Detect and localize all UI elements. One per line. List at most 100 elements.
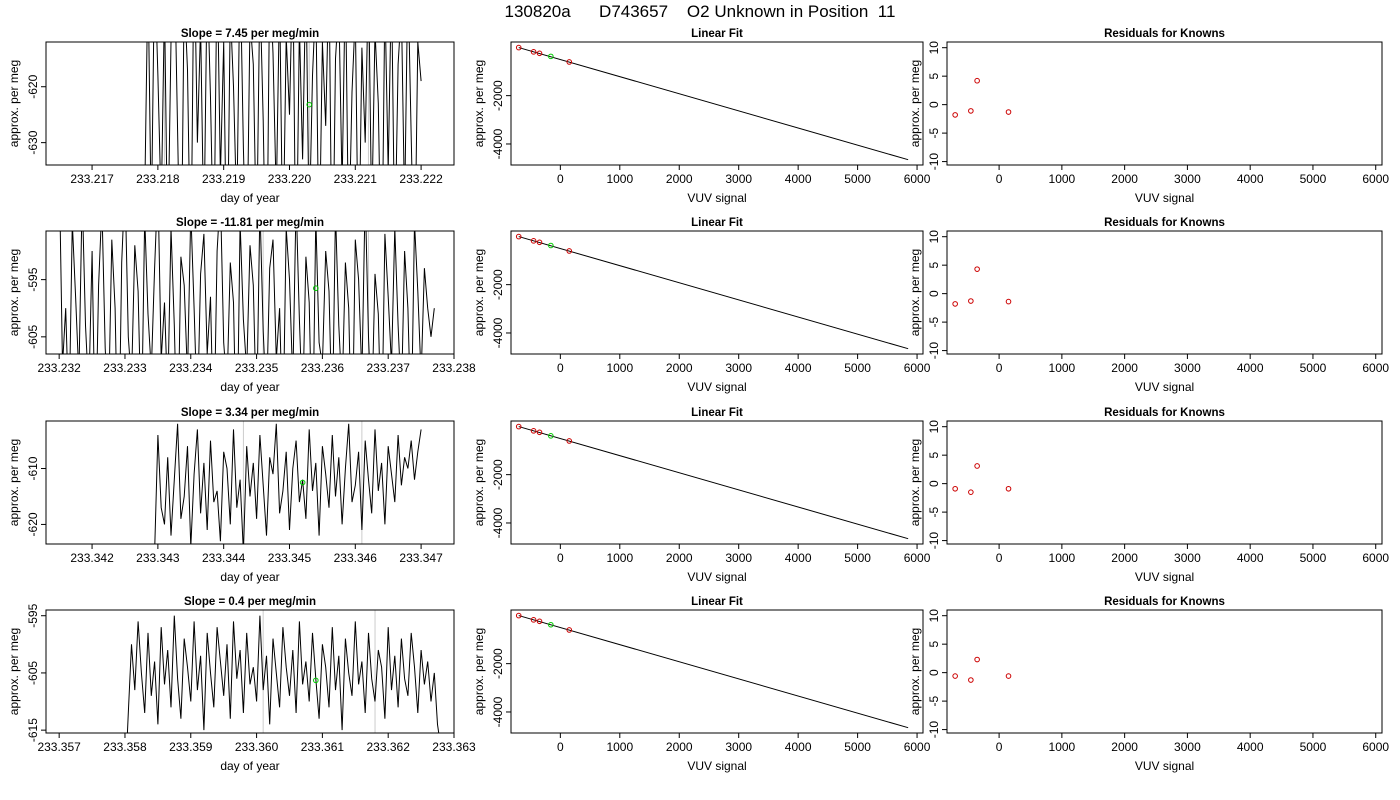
x-tick-label: 4000 (785, 361, 812, 375)
panel-title: Residuals for Knowns (1104, 596, 1225, 608)
x-tick-label: 5000 (844, 361, 871, 375)
x-tick-label: 5000 (844, 172, 871, 186)
x-tick-label: 233.343 (136, 551, 180, 565)
y-tick-label: 5 (927, 641, 941, 648)
fit-line (518, 47, 909, 161)
x-tick-label: 233.361 (301, 740, 345, 754)
x-tick-label: 233.219 (202, 172, 246, 186)
y-tick-label: -595 (26, 267, 40, 291)
y-tick-label: -10 (927, 153, 941, 171)
known-point (1005, 298, 1012, 305)
known-point (530, 617, 537, 623)
y-tick-label: -10 (927, 342, 941, 360)
known-point (530, 238, 537, 244)
x-tick-label: 6000 (1362, 361, 1389, 375)
series-line (59, 231, 435, 354)
known-point (536, 239, 543, 246)
x-tick-label: 3000 (725, 740, 752, 754)
x-tick-label: 233.222 (399, 172, 443, 186)
y-tick-label: -2000 (491, 80, 505, 111)
fit-line (518, 236, 909, 350)
x-tick-label: 0 (557, 361, 564, 375)
y-tick-label: 0 (927, 290, 941, 297)
known-point (515, 233, 522, 240)
y-axis-label: approx. per meg (908, 249, 922, 336)
panel-title: Residuals for Knowns (1104, 28, 1225, 40)
x-tick-label: 2000 (1111, 740, 1138, 754)
x-tick-label: 3000 (1174, 740, 1201, 754)
x-tick-label: 2000 (666, 740, 693, 754)
x-tick-label: 6000 (1362, 172, 1389, 186)
y-axis-label: approx. per meg (7, 60, 21, 147)
plot-frame (45, 609, 455, 734)
y-tick-label: -605 (26, 325, 40, 349)
plot-frame (510, 420, 924, 545)
x-tick-label: 4000 (785, 551, 812, 565)
panel-title: Residuals for Knowns (1104, 217, 1225, 229)
x-tick-label: 233.357 (37, 740, 81, 754)
y-tick-label: 10 (927, 609, 941, 623)
x-tick-label: 5000 (844, 551, 871, 565)
y-tick-label: -615 (26, 718, 40, 742)
x-tick-label: 5000 (1300, 740, 1327, 754)
y-axis-label: approx. per meg (7, 249, 21, 336)
y-tick-label: -10 (927, 532, 941, 550)
panel-ts1: Slope = 7.45 per meg/min 233.217 233.218 23… (7, 28, 455, 205)
panel-title: Residuals for Knowns (1104, 407, 1225, 419)
known-point (566, 59, 573, 65)
y-axis-label: approx. per meg (908, 439, 922, 526)
x-tick-label: 0 (557, 172, 564, 186)
x-tick-label: 2000 (1111, 551, 1138, 565)
x-axis-label: day of year (220, 759, 279, 773)
x-tick-label: 233.232 (37, 361, 81, 375)
x-tick-label: 3000 (725, 361, 752, 375)
known-point (1005, 109, 1012, 115)
x-axis-label: day of year (220, 570, 279, 584)
x-axis-label: day of year (220, 191, 279, 205)
x-axis-label: VUV signal (687, 191, 746, 205)
known-point (566, 248, 573, 254)
x-axis-label: VUV signal (687, 570, 746, 584)
x-axis-label: VUV signal (1135, 191, 1194, 205)
known-point (515, 612, 522, 619)
y-tick-label: 10 (927, 41, 941, 55)
unknown-point (548, 433, 554, 439)
y-tick-label: -2000 (491, 648, 505, 679)
y-tick-label: -620 (26, 74, 40, 98)
plot-frame (510, 609, 924, 734)
known-point (974, 463, 980, 469)
x-tick-label: 1000 (606, 172, 633, 186)
x-tick-label: 6000 (904, 740, 931, 754)
y-axis-label: approx. per meg (7, 439, 21, 526)
panel-ts4: Slope = 0.4 per meg/min 233.357 233.358 233… (7, 596, 476, 773)
plot-frame (45, 41, 455, 166)
y-tick-label: -4000 (491, 696, 505, 727)
plot-frame (946, 41, 1383, 166)
x-tick-label: 233.363 (432, 740, 476, 754)
x-tick-label: 6000 (904, 361, 931, 375)
known-point (952, 301, 958, 307)
unknown-point (313, 677, 319, 684)
known-point (952, 112, 958, 118)
known-point (952, 485, 958, 492)
y-axis-label: approx. per meg (908, 60, 922, 147)
known-point (530, 49, 537, 55)
x-tick-label: 1000 (1049, 740, 1076, 754)
known-point (974, 656, 980, 663)
x-tick-label: 233.238 (432, 361, 476, 375)
known-point (974, 77, 980, 84)
page-title: 130820a D743657 O2 Unknown in Position 1… (504, 2, 896, 21)
fit-line (518, 615, 909, 729)
y-tick-label: -5 (927, 695, 941, 706)
known-point (530, 428, 537, 434)
x-tick-label: 5000 (844, 740, 871, 754)
known-point (515, 44, 522, 51)
unknown-point (548, 621, 554, 628)
x-tick-label: 2000 (666, 551, 693, 565)
x-tick-label: 0 (996, 740, 1003, 754)
series-line (154, 423, 422, 544)
x-tick-label: 2000 (1111, 172, 1138, 186)
plot-frame (45, 420, 455, 545)
panel-title: Linear Fit (691, 217, 743, 229)
x-tick-label: 233.233 (103, 361, 147, 375)
